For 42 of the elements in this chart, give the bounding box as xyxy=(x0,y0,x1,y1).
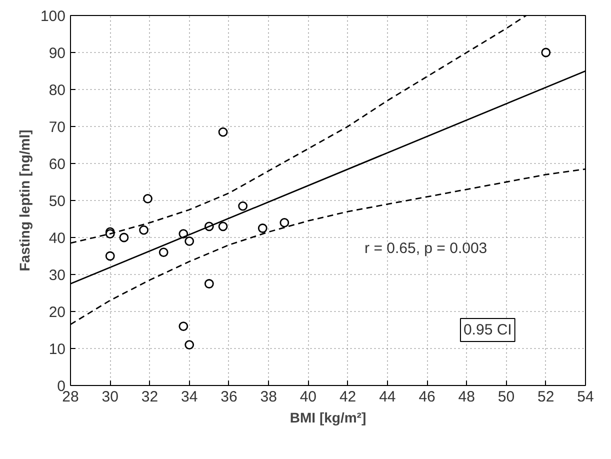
point xyxy=(280,218,290,228)
x-tick-label: 50 xyxy=(498,388,515,406)
annotation: r = 0.65, p = 0.003 xyxy=(364,240,488,258)
y-tick-label: 10 xyxy=(48,341,66,358)
annotation: 0.95 CI xyxy=(463,322,512,338)
y-tick-label: 30 xyxy=(48,267,66,284)
point xyxy=(204,279,214,288)
point xyxy=(139,225,148,235)
y-tick-label: 70 xyxy=(48,119,66,136)
y-tick-label: 80 xyxy=(48,82,66,99)
x-tick-label: 52 xyxy=(538,388,554,406)
point xyxy=(218,222,228,232)
point xyxy=(238,201,248,211)
point xyxy=(218,127,228,137)
point xyxy=(143,194,152,204)
x-tick-label: 30 xyxy=(102,388,118,406)
point xyxy=(541,48,551,58)
x-tick-label: 40 xyxy=(300,388,317,406)
x-tick-label: 42 xyxy=(339,388,356,406)
x-tick-label: 32 xyxy=(141,388,158,406)
point xyxy=(178,322,188,331)
point xyxy=(119,232,129,242)
x-tick-label: 38 xyxy=(260,388,277,406)
y-tick-label: 100 xyxy=(40,8,66,25)
point xyxy=(158,248,168,257)
x-tick-label: 46 xyxy=(418,388,436,406)
point xyxy=(184,236,194,246)
point xyxy=(105,251,115,261)
y-tick-label: 60 xyxy=(48,156,66,173)
x-tick-label: 54 xyxy=(577,388,594,406)
y-tick-label: 20 xyxy=(48,304,66,321)
x-axis-title: BMI [kg/m²] xyxy=(290,410,366,426)
point xyxy=(258,224,268,233)
y-tick-label: 50 xyxy=(48,193,66,210)
point xyxy=(184,340,194,350)
x-tick-label: 34 xyxy=(181,388,198,406)
x-tick-label: 44 xyxy=(379,388,396,406)
y-axis-title: Fasting leptin [ng/ml] xyxy=(16,130,32,272)
y-tick-label: 40 xyxy=(48,230,66,247)
y-tick-label: 90 xyxy=(48,45,66,62)
x-tick-label: 36 xyxy=(220,388,238,406)
x-tick-label: 48 xyxy=(458,388,475,406)
